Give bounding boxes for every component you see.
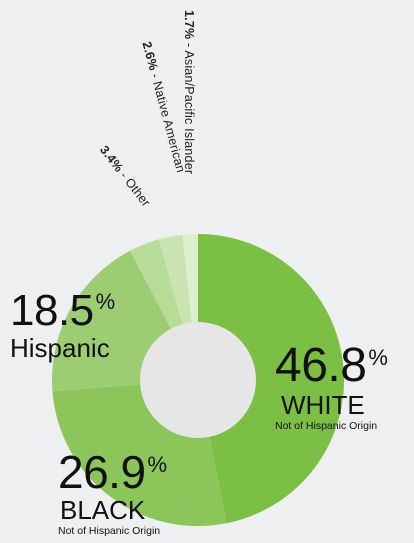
hispanic-name: Hispanic [10, 333, 110, 363]
label-black: 26.9% BLACK Not of Hispanic Origin [58, 449, 167, 537]
black-percent-sign: % [147, 452, 168, 477]
white-value: 46.8 [275, 339, 367, 392]
asian-pacific-islander-value: 1.7% [182, 10, 196, 40]
donut-center-hole [140, 322, 256, 438]
label-asian-pacific-islander: 1.7% - Asian/Pacific Islander [182, 10, 196, 174]
white-name: WHITE [281, 390, 365, 420]
black-name: BLACK [60, 495, 146, 525]
black-subtitle: Not of Hispanic Origin [58, 525, 161, 537]
black-value: 26.9 [58, 446, 146, 498]
label-white: 46.8% WHITE Not of Hispanic Origin [275, 342, 388, 432]
asian-pacific-islander-separator: - [182, 39, 196, 51]
hispanic-percent-sign: % [95, 289, 116, 314]
label-hispanic: 18.5% Hispanic [10, 286, 116, 363]
white-subtitle: Not of Hispanic Origin [275, 420, 378, 432]
hispanic-value: 18.5 [10, 286, 94, 335]
slice-white [198, 234, 344, 524]
white-percent-sign: % [368, 345, 388, 370]
